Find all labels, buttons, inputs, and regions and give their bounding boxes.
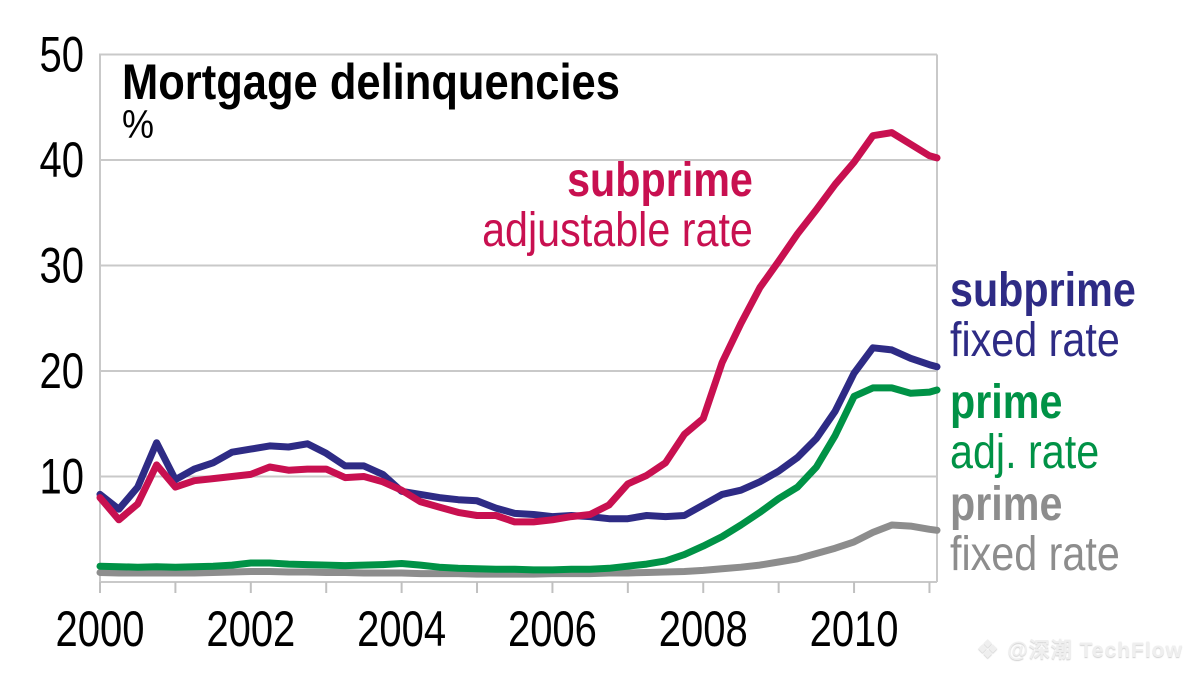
series-prime-adjustable-rate-line	[96, 384, 941, 574]
label-subprime-fixed-line1: subprime	[950, 264, 1136, 317]
chart-title: Mortgage delinquencies	[122, 54, 620, 110]
label-prime-adjustable-rate: prime adj. rate	[950, 378, 1099, 478]
y-axis-unit-label: %	[122, 103, 155, 147]
label-prime-fixed-rate: prime fixed rate	[950, 480, 1120, 580]
techflow-logo-icon: ❖	[976, 634, 1001, 664]
watermark-text: @深潮 TechFlow	[1007, 639, 1183, 662]
label-subprime-adjustable-line2: adjustable rate	[482, 204, 753, 257]
y-tick-label: 20	[40, 343, 84, 399]
label-subprime-adjustable-rate: subprime adjustable rate	[482, 156, 753, 256]
x-tick-label: 2008	[659, 601, 748, 657]
y-tick-label: 40	[40, 132, 84, 188]
series-subprime-adjustable-rate-line	[96, 129, 941, 526]
label-prime-fixed-line1: prime	[950, 478, 1063, 531]
label-prime-fixed-line2: fixed rate	[950, 528, 1120, 581]
series-subprime-fixed-rate-line	[96, 344, 941, 523]
y-tick-label: 10	[40, 448, 84, 504]
x-tick-label: 2006	[508, 601, 597, 657]
x-tick-label: 2000	[56, 601, 145, 657]
label-prime-adjustable-line2: adj. rate	[950, 426, 1100, 479]
label-prime-adjustable-line1: prime	[950, 376, 1063, 429]
y-tick-label: 50	[40, 26, 84, 82]
x-tick-label: 2002	[206, 601, 295, 657]
watermark: ❖ @深潮 TechFlow	[976, 634, 1183, 664]
label-subprime-fixed-rate: subprime fixed rate	[950, 266, 1136, 366]
y-tick-label: 30	[40, 237, 84, 293]
label-subprime-adjustable-line1: subprime	[567, 154, 753, 207]
x-tick-label: 2010	[810, 601, 899, 657]
x-tick-label: 2004	[357, 601, 446, 657]
label-subprime-fixed-line2: fixed rate	[950, 314, 1120, 367]
series-prime-fixed-rate-line	[96, 521, 941, 578]
